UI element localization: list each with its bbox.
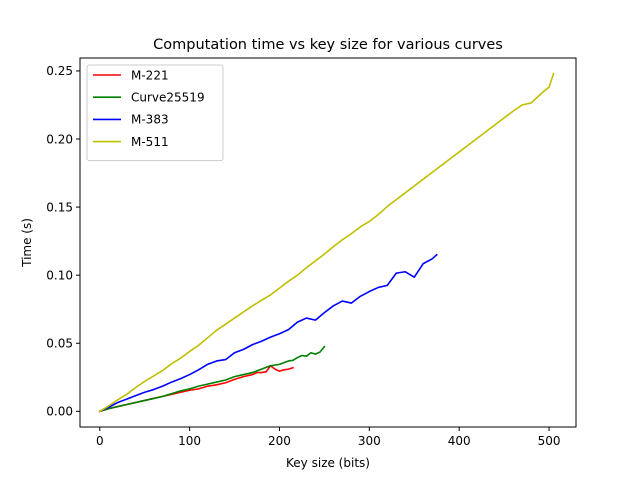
y-tick-label: 0.00 bbox=[46, 405, 73, 419]
x-tick-label: 300 bbox=[358, 434, 381, 448]
y-tick-label: 0.05 bbox=[46, 337, 73, 351]
x-axis: 0 100 200 300 400 500 bbox=[96, 427, 561, 448]
x-axis-label: Key size (bits) bbox=[286, 456, 370, 470]
legend-label: Curve25519 bbox=[131, 91, 205, 105]
x-tick-label: 500 bbox=[538, 434, 561, 448]
y-tick-label: 0.10 bbox=[46, 268, 73, 282]
series-line-m-511 bbox=[98, 72, 555, 413]
x-tick-label: 100 bbox=[178, 434, 201, 448]
x-tick-label: 0 bbox=[96, 434, 104, 448]
axes-frame bbox=[79, 57, 577, 428]
y-axis: 0.00 0.05 0.10 0.15 0.20 0.25 bbox=[46, 64, 80, 419]
legend-box bbox=[86, 64, 224, 162]
y-axis-label: Time (s) bbox=[20, 218, 34, 268]
x-tick-label: 200 bbox=[268, 434, 291, 448]
series-line-m-383 bbox=[98, 253, 438, 413]
plot-area bbox=[98, 72, 555, 413]
y-tick-label: 0.15 bbox=[46, 200, 73, 214]
x-tick-label: 400 bbox=[448, 434, 471, 448]
legend: M-221 Curve25519 M-383 M-511 bbox=[86, 64, 224, 162]
y-tick-label: 0.20 bbox=[46, 132, 73, 146]
series-line-curve25519 bbox=[98, 345, 326, 413]
legend-label: M-221 bbox=[131, 68, 169, 82]
legend-label: M-383 bbox=[131, 113, 169, 127]
y-tick-label: 0.25 bbox=[46, 64, 73, 78]
chart-title: Computation time vs key size for various… bbox=[153, 37, 503, 53]
legend-label: M-511 bbox=[131, 135, 169, 149]
